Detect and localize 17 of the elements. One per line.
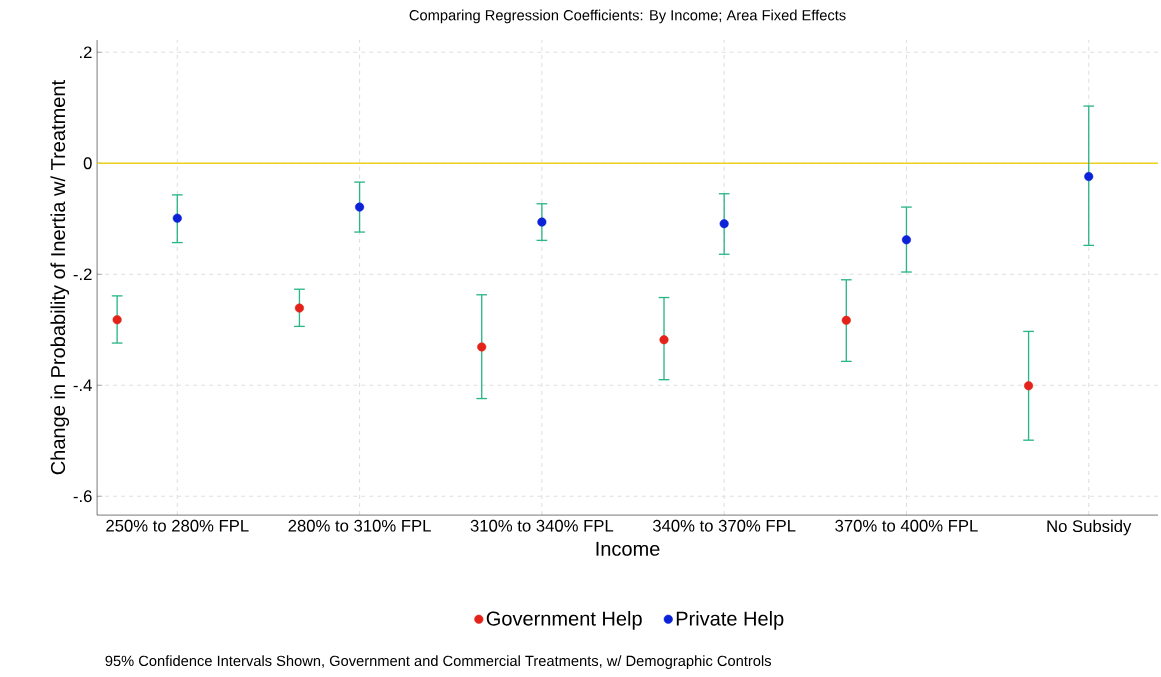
x-tick-label: 310% to 340% FPL [470, 520, 614, 532]
x-tick-label: 340% to 370% FPL [652, 520, 796, 532]
x-axis-title: Income [596, 542, 660, 557]
y-tick-label: -.4 [73, 379, 92, 392]
x-tick-label: 280% to 310% FPL [288, 520, 431, 532]
chart-title: Comparing Regression Coefficients: By Income; Area Fixed Effects [409, 9, 846, 24]
legend-label: Private Help [676, 611, 784, 630]
text: 95% Confidence Intervals Shown, Government and Commercial Treatments, w/ Demographic Controls [105, 655, 772, 670]
x-tick-label: 370% to 400% FPL [835, 520, 978, 532]
y-tick-label: -.6 [73, 490, 92, 503]
y-axis-title: Change in Probability of Inertia w/ Treatment [50, 80, 70, 475]
x-tick-label: No Subsidy [1047, 520, 1132, 536]
x-tick-label: 250% to 280% FPL [106, 520, 249, 532]
y-tick-label: -.2 [73, 268, 92, 281]
legend-label: Government Help [486, 611, 642, 630]
y-tick-label: .2 [79, 46, 92, 59]
y-tick-label: 0 [83, 157, 92, 170]
